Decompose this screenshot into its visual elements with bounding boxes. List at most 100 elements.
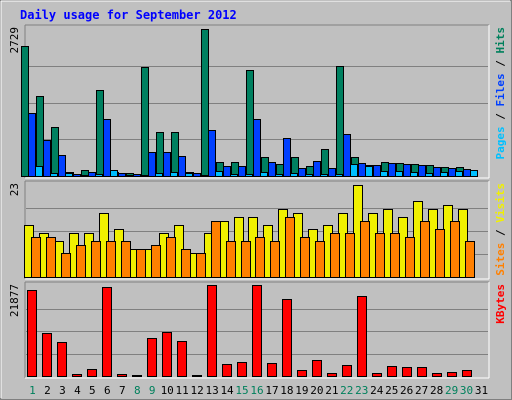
x-tick-label: 2 bbox=[44, 384, 51, 397]
bar-hits-series2-day18 bbox=[290, 173, 298, 177]
bar-hits-series0-day2 bbox=[36, 96, 44, 177]
x-tick-label: 5 bbox=[89, 384, 96, 397]
bar-hits-series2-day1 bbox=[35, 166, 43, 177]
x-tick-label: 25 bbox=[385, 384, 398, 397]
x-tick-label: 29 bbox=[445, 384, 458, 397]
legend-entry: / bbox=[494, 223, 507, 243]
bar-kbytes-series0-day30 bbox=[462, 370, 472, 377]
bar-kbytes-series0-day20 bbox=[312, 360, 322, 377]
bar-visits-series1-day27 bbox=[420, 221, 430, 278]
bar-hits-series1-day11 bbox=[178, 156, 186, 177]
x-tick-label: 6 bbox=[104, 384, 111, 397]
x-tick-label: 1 bbox=[29, 384, 36, 397]
bar-visits-series1-day4 bbox=[76, 245, 86, 278]
bar-hits-series2-day7 bbox=[125, 175, 133, 177]
bar-hits-series2-day16 bbox=[260, 172, 268, 177]
x-tick-label: 22 bbox=[340, 384, 353, 397]
bar-hits-series1-day5 bbox=[88, 172, 96, 177]
bar-visits-series1-day6 bbox=[106, 241, 116, 278]
bar-visits-series1-day30 bbox=[465, 241, 475, 278]
panel-kbytes: 21877 KBytes bbox=[8, 281, 507, 379]
bar-hits-series1-day15 bbox=[238, 166, 246, 177]
bar-visits-series1-day13 bbox=[211, 221, 221, 278]
x-tick-label: 15 bbox=[235, 384, 248, 397]
bar-hits-series0-day1 bbox=[21, 46, 29, 177]
bar-kbytes-series0-day18 bbox=[282, 299, 292, 377]
legend-entry: / bbox=[494, 54, 507, 74]
bar-hits-series0-day10 bbox=[156, 132, 164, 177]
bar-hits-series1-day25 bbox=[388, 163, 396, 177]
x-tick-label: 31 bbox=[475, 384, 488, 397]
bar-kbytes-series0-day23 bbox=[357, 296, 367, 377]
bar-hits-series2-day6 bbox=[110, 170, 118, 177]
bar-hits-series1-day17 bbox=[268, 162, 276, 177]
y-max-label: 23 bbox=[8, 183, 21, 196]
bar-kbytes-series0-day17 bbox=[267, 363, 277, 377]
x-tick-label: 10 bbox=[161, 384, 174, 397]
x-tick-label: 12 bbox=[191, 384, 204, 397]
bar-hits-series2-day9 bbox=[155, 173, 163, 177]
legend: Pages / Files / Hits bbox=[494, 27, 507, 160]
legend: KBytes bbox=[494, 284, 507, 324]
bar-kbytes-series0-day27 bbox=[417, 367, 427, 377]
bar-kbytes-series0-day14 bbox=[222, 364, 232, 377]
bar-hits-series2-day4 bbox=[80, 175, 88, 177]
bar-kbytes-series0-day9 bbox=[147, 338, 157, 377]
bar-visits-series1-day28 bbox=[435, 229, 445, 278]
x-tick-label: 16 bbox=[250, 384, 263, 397]
legend: Sites / Visits bbox=[494, 183, 507, 276]
bar-kbytes-series0-day28 bbox=[432, 373, 442, 377]
bar-kbytes-series0-day15 bbox=[237, 362, 247, 377]
bar-hits-series0-day21 bbox=[321, 149, 329, 177]
bar-hits-series1-day7 bbox=[118, 173, 126, 177]
bar-visits-series1-day12 bbox=[196, 253, 206, 278]
bar-hits-series2-day3 bbox=[65, 173, 73, 177]
bar-hits-series2-day5 bbox=[95, 174, 103, 177]
x-tick-label: 3 bbox=[59, 384, 66, 397]
x-tick-label: 30 bbox=[460, 384, 473, 397]
bar-hits-series2-day27 bbox=[425, 173, 433, 177]
bar-visits-series1-day10 bbox=[166, 237, 176, 278]
bar-kbytes-series0-day26 bbox=[402, 367, 412, 377]
x-tick-label: 24 bbox=[370, 384, 384, 397]
x-tick-label: 26 bbox=[400, 384, 413, 397]
bar-hits-series1-day3 bbox=[58, 155, 66, 177]
bar-kbytes-series0-day8 bbox=[132, 375, 142, 377]
legend-entry: Pages bbox=[494, 126, 507, 159]
x-tick-label: 21 bbox=[325, 384, 338, 397]
bar-visits-series1-day1 bbox=[31, 237, 41, 278]
bar-kbytes-series0-day5 bbox=[87, 369, 97, 377]
legend-entry: Visits bbox=[494, 183, 507, 223]
bar-hits-series1-day24 bbox=[373, 165, 381, 177]
bar-kbytes-series0-day22 bbox=[342, 365, 352, 377]
bar-hits-series2-day20 bbox=[320, 174, 328, 177]
bar-hits-series0-day6 bbox=[96, 90, 104, 177]
y-max-label: 21877 bbox=[8, 284, 21, 317]
legend-entry: Hits bbox=[494, 27, 507, 54]
bar-kbytes-series0-day4 bbox=[72, 374, 82, 377]
bar-kbytes-series0-day24 bbox=[372, 373, 382, 377]
bar-hits-series1-day20 bbox=[313, 161, 321, 177]
bar-hits-series1-day6 bbox=[103, 119, 111, 177]
x-tick-label: 18 bbox=[280, 384, 293, 397]
bar-hits-series2-day29 bbox=[455, 171, 463, 177]
bar-hits-series1-day27 bbox=[418, 165, 426, 177]
bar-hits-series1-day22 bbox=[343, 134, 351, 177]
x-tick-label: 20 bbox=[310, 384, 323, 397]
bar-hits-series1-day16 bbox=[253, 119, 261, 177]
bar-kbytes-series0-day10 bbox=[162, 332, 172, 377]
bar-hits-series1-day14 bbox=[223, 166, 231, 177]
x-tick-label: 9 bbox=[149, 384, 156, 397]
bar-kbytes-series0-day11 bbox=[177, 341, 187, 377]
bar-hits-series2-day25 bbox=[395, 171, 403, 177]
bar-hits-series1-day21 bbox=[328, 168, 336, 177]
bar-kbytes-series0-day29 bbox=[447, 372, 457, 377]
bar-hits-series0-day16 bbox=[246, 70, 254, 177]
bar-hits-series2-day23 bbox=[365, 166, 373, 177]
bar-hits-series2-day28 bbox=[440, 172, 448, 177]
x-tick-label: 19 bbox=[295, 384, 308, 397]
bar-hits-series1-day2 bbox=[43, 140, 51, 177]
bar-kbytes-series0-day3 bbox=[57, 342, 67, 377]
bar-hits-series1-day1 bbox=[28, 113, 36, 177]
bar-visits-series1-day25 bbox=[390, 233, 400, 278]
